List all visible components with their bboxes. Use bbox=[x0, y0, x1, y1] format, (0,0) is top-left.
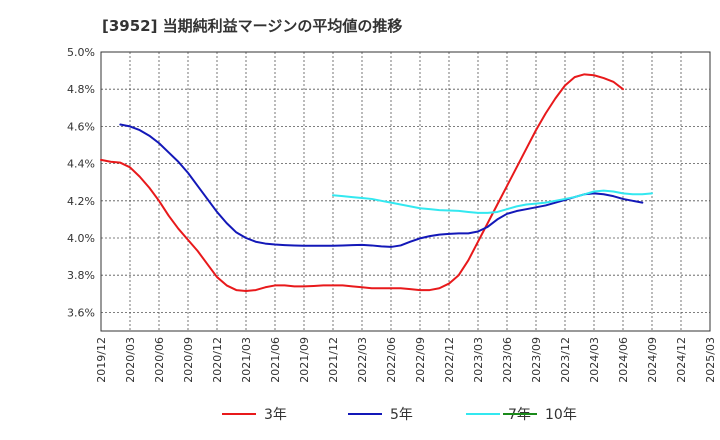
y-tick-label: 4.4% bbox=[67, 158, 95, 171]
x-tick-label: 2024/12 bbox=[675, 337, 688, 383]
y-tick-label: 4.2% bbox=[67, 195, 95, 208]
x-tick-label: 2024/03 bbox=[588, 337, 601, 383]
series-line-5年 bbox=[119, 123, 644, 248]
x-tick-label: 2022/03 bbox=[356, 337, 369, 383]
x-tick-label: 2022/06 bbox=[385, 337, 398, 383]
y-tick-label: 5.0% bbox=[67, 46, 95, 59]
x-tick-label: 2020/12 bbox=[211, 337, 224, 383]
x-tick-label: 2022/09 bbox=[414, 337, 427, 383]
legend-label-3年: 3年 bbox=[264, 407, 287, 423]
x-tick-label: 2021/12 bbox=[327, 337, 340, 383]
chart-title: [3952] 当期純利益マージンの平均値の推移 bbox=[102, 17, 402, 35]
x-tick-label: 2023/03 bbox=[472, 337, 485, 383]
x-tick-label: 2023/06 bbox=[501, 337, 514, 383]
x-tick-label: 2021/06 bbox=[269, 337, 282, 383]
x-tick-label: 2025/03 bbox=[704, 337, 717, 383]
x-tick-label: 2020/06 bbox=[153, 337, 166, 383]
legend-label-10年: 10年 bbox=[545, 407, 577, 423]
x-tick-label: 2022/12 bbox=[443, 337, 456, 383]
y-tick-label: 3.8% bbox=[67, 269, 95, 282]
series-line-7年 bbox=[332, 189, 653, 214]
y-tick-label: 4.6% bbox=[67, 120, 95, 133]
plot-border bbox=[100, 51, 711, 332]
x-tick-label: 2020/09 bbox=[182, 337, 195, 383]
x-tick-label: 2024/09 bbox=[646, 337, 659, 383]
x-tick-label: 2023/12 bbox=[559, 337, 572, 383]
x-tick-label: 2019/12 bbox=[95, 337, 108, 383]
x-tick-label: 2021/09 bbox=[298, 337, 311, 383]
y-tick-label: 4.8% bbox=[67, 83, 95, 96]
legend: 3年5年7年10年 bbox=[222, 407, 577, 423]
x-tick-label: 2021/03 bbox=[240, 337, 253, 383]
legend-label-5年: 5年 bbox=[390, 407, 413, 423]
y-tick-label: 4.0% bbox=[67, 232, 95, 245]
x-tick-label: 2023/09 bbox=[530, 337, 543, 383]
x-tick-label: 2020/03 bbox=[124, 337, 137, 383]
y-tick-label: 3.6% bbox=[67, 306, 95, 319]
plot-area: 3.6% 3.8% 4.0% 4.2% 4.4% 4.6% 4.8% 5.0% 2019/12 2… bbox=[67, 46, 717, 383]
series-line-3年 bbox=[100, 73, 624, 293]
x-tick-label: 2024/06 bbox=[617, 337, 630, 383]
